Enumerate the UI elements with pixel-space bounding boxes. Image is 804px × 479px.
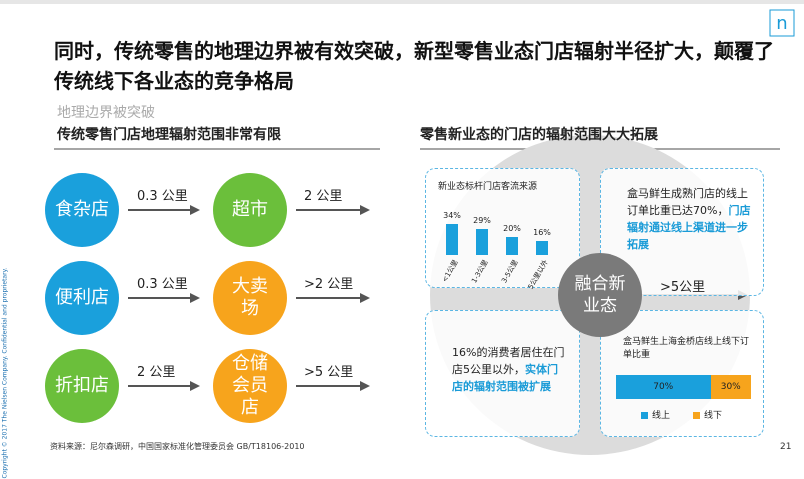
left-heading: 传统零售门店地理辐射范围非常有限 — [57, 127, 281, 143]
arrow-head — [360, 293, 370, 303]
legend-swatch — [641, 412, 648, 419]
distance-label: 0.3 公里 — [137, 277, 188, 292]
source: 资料来源：尼尔森调研，中国国家标准化管理委员会 GB/T18106-2010 — [50, 442, 305, 451]
resident-box: 16%的消费者居住在门店5公里以外，实体门店的辐射范围被扩展 — [425, 310, 580, 437]
arrow-head — [360, 381, 370, 391]
store-circle: 折扣店 — [45, 349, 119, 423]
note-text: 16%的消费者居住在门店5公里以外， — [452, 346, 565, 376]
distance-label: 0.3 公里 — [137, 189, 188, 204]
legend-label: 线上 — [652, 411, 671, 421]
arrow-head — [190, 205, 200, 215]
bar — [446, 224, 458, 255]
bar — [506, 237, 518, 255]
right-heading: 零售新业态的门店的辐射范围大大拓展 — [420, 127, 658, 143]
note-text: 盒马鲜生成熟门店的线上订单比重已达70%， — [627, 187, 748, 217]
bar-segment: 30% — [710, 375, 751, 399]
traffic-box: 新业态标杆门店客流来源 34% <1公里 29% 1-3公里 20% 3-5公里 16% 5公… — [425, 168, 580, 291]
note-highlight: 门店辐射通过线上渠道进一步拓展 — [627, 204, 751, 251]
bar — [536, 240, 548, 255]
copyright: Copyright © 2017 The Nielsen Company. Co… — [1, 267, 9, 479]
center-circle: 融合新业态 — [558, 253, 642, 337]
data-label: 16% — [533, 227, 551, 237]
arrow-head — [360, 205, 370, 215]
data-label: 20% — [503, 224, 521, 233]
subtitle: 地理边界被突破 — [57, 105, 155, 121]
legend-swatch — [693, 412, 700, 419]
chart-title: 盒马鲜生上海金桥店线上线下订单比重 — [623, 337, 750, 360]
store-circle: 便利店 — [45, 261, 119, 335]
store-circle: 食杂店 — [45, 173, 119, 247]
chart-title: 新业态标杆门店客流来源 — [438, 182, 538, 192]
page-number: 21 — [780, 442, 792, 452]
arrow-head — [190, 381, 200, 391]
logo — [769, 9, 795, 37]
data-label: 29% — [473, 215, 491, 225]
note-highlight: 实体门店的辐射范围被扩展 — [452, 363, 558, 393]
logo-mark: n — [776, 13, 787, 34]
top-bar — [0, 0, 804, 4]
data-label: 70% — [653, 382, 674, 392]
arrow-head — [190, 293, 200, 303]
distance-label: 2 公里 — [137, 365, 176, 380]
slide-title: 同时，传统零售的地理边界被有效突破，新型零售业态门店辐射半径扩大，颠覆了传统线下… — [54, 39, 774, 93]
distance-label: >5 公里 — [304, 365, 354, 380]
data-label: 34% — [443, 211, 461, 221]
distance-label: >5公里 — [660, 280, 706, 295]
distance-label: 2 公里 — [304, 189, 343, 204]
distance-label: >2 公里 — [304, 277, 354, 292]
bar-segment: 70% — [616, 375, 711, 399]
store-circle: 大卖场 — [213, 261, 287, 335]
store-circle: 超市 — [213, 173, 287, 247]
store-circle: 仓储会员店 — [213, 349, 287, 423]
legend-label: 线下 — [704, 411, 723, 421]
bar — [476, 228, 488, 255]
split-box: 盒马鲜生上海金桥店线上线下订单比重 70% 线上 30% 线下 — [600, 310, 764, 437]
data-label: 30% — [720, 382, 741, 392]
